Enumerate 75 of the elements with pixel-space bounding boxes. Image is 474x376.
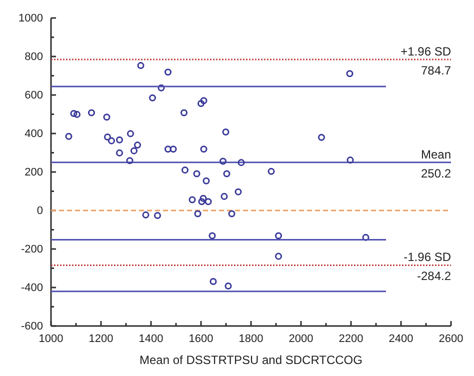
point	[208, 232, 216, 240]
point	[180, 109, 188, 116]
point	[202, 177, 210, 184]
point	[346, 70, 354, 78]
ref-line-label: Mean	[420, 147, 451, 162]
point	[181, 166, 189, 174]
point	[318, 134, 326, 141]
point	[268, 168, 275, 175]
point	[224, 282, 232, 290]
point	[274, 232, 282, 240]
point	[142, 211, 150, 218]
x-tick-label: 2600	[438, 332, 464, 345]
y-tick-label: -600	[20, 320, 43, 333]
point	[188, 196, 196, 204]
point	[198, 198, 206, 206]
ref-line-label: +1.96 SD	[400, 44, 452, 58]
point	[210, 278, 217, 286]
point	[164, 68, 172, 76]
x-tick-label: 1600	[188, 332, 214, 345]
point	[193, 170, 200, 178]
point	[170, 146, 177, 153]
point	[70, 110, 78, 117]
point	[234, 188, 242, 196]
point	[223, 170, 230, 178]
point	[222, 128, 230, 136]
y-tick-label: 0	[36, 205, 43, 218]
x-tick-label: 1000	[38, 332, 64, 345]
y-tick-label: -200	[20, 244, 43, 256]
point	[228, 210, 236, 218]
point	[154, 212, 162, 220]
annotation: 250.2	[420, 166, 452, 180]
point	[164, 146, 172, 153]
point	[197, 100, 205, 107]
annotation: -284.2	[416, 269, 452, 284]
point	[148, 94, 156, 102]
y-tick-label: 400	[24, 128, 43, 140]
point	[65, 132, 72, 140]
point	[362, 234, 370, 241]
point	[200, 194, 207, 202]
point	[126, 130, 134, 138]
x-tick-label: 2000	[288, 332, 314, 345]
point	[200, 97, 208, 104]
point	[88, 109, 96, 116]
x-tick-label: 1800	[238, 332, 264, 345]
point	[346, 156, 354, 164]
point	[116, 136, 124, 144]
point	[204, 198, 212, 206]
point	[219, 158, 227, 165]
annotation: 784.7	[420, 63, 452, 78]
point	[274, 252, 282, 260]
point	[126, 157, 134, 164]
point	[108, 137, 116, 144]
ref-line-label: -1.96 SD	[404, 250, 452, 264]
point	[158, 84, 165, 92]
x-axis-title: Mean of DSSTRTPSU and SDCRTCCOG	[140, 353, 362, 367]
y-tick-label: 600	[24, 90, 43, 102]
y-tick-label: 1000	[18, 12, 43, 25]
y-tick-label: -400	[20, 282, 43, 294]
point	[200, 146, 208, 153]
y-tick-label: 200	[24, 166, 43, 179]
x-tick-label: 1200	[88, 332, 114, 345]
point	[130, 147, 138, 154]
y-tick-label: 800	[24, 51, 43, 64]
point	[238, 159, 245, 166]
point	[194, 210, 202, 218]
point	[104, 133, 112, 140]
point	[137, 62, 144, 70]
x-tick-label: 2400	[388, 332, 414, 345]
point	[73, 110, 81, 118]
point	[103, 114, 110, 121]
x-tick-label: 1400	[138, 332, 164, 345]
point	[116, 149, 124, 156]
x-tick-label: 2200	[338, 332, 364, 345]
point	[134, 142, 142, 149]
point	[220, 192, 228, 200]
